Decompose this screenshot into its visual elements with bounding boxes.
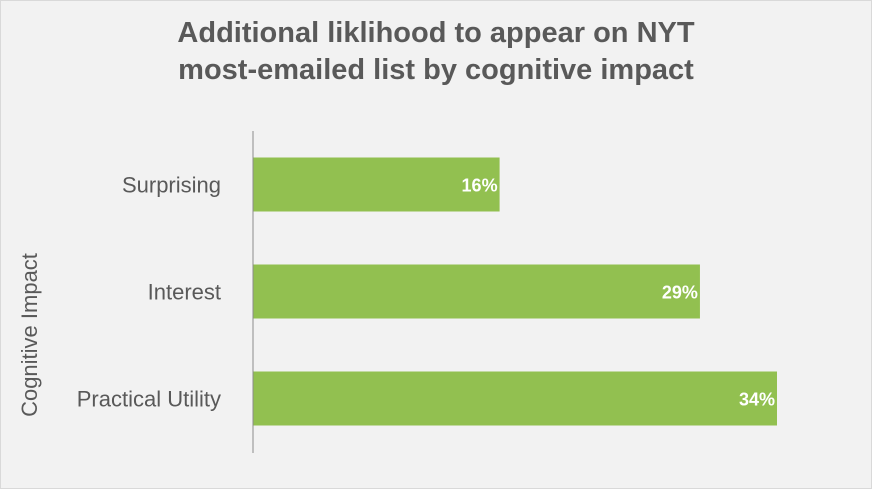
- chart-title-line-2: most-emailed list by cognitive impact: [178, 54, 694, 86]
- bar-surprising: [253, 157, 500, 212]
- bar-interest: [253, 264, 700, 319]
- chart-title-line-1: Additional liklihood to appear on NYT: [177, 17, 695, 49]
- bar-practical-utility: [253, 371, 777, 426]
- category-label: Practical Utility: [77, 387, 221, 412]
- data-label: 29%: [662, 283, 698, 303]
- category-label: Interest: [148, 280, 221, 305]
- data-label: 16%: [462, 176, 498, 196]
- data-label: 34%: [739, 390, 775, 410]
- chart-title: Additional liklihood to appear on NYT mo…: [1, 15, 871, 89]
- category-label: Surprising: [122, 173, 221, 198]
